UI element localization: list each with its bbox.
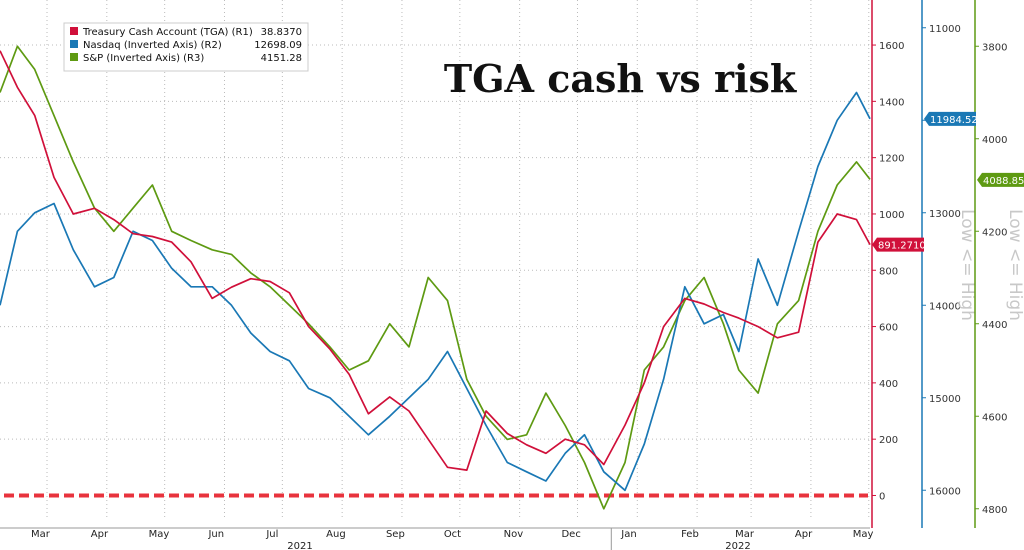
tick-label-r2: 14000 — [929, 301, 961, 312]
value-tag-bg — [977, 172, 1024, 187]
series-line-sp500 — [0, 45, 871, 510]
x-tick-label: Apr — [91, 529, 109, 540]
x-tick-label: May — [853, 529, 874, 540]
grid — [0, 0, 870, 518]
month-labels: Mar Apr May Jun Jul Aug Sep Oct Nov Dec Jan Feb Mar A… — [31, 528, 874, 550]
x-tick-label: Mar — [735, 529, 755, 540]
tick-label-r3: 4800 — [982, 505, 1007, 516]
legend-swatch — [70, 53, 78, 61]
legend: Treasury Cash Account (TGA) (R1) 38.8370 N… — [63, 22, 309, 72]
legend-series-name: Nasdaq (Inverted Axis) (R2) — [83, 40, 222, 51]
value-tag-label: 891.2710 — [878, 241, 926, 252]
x-tick-label: Nov — [504, 529, 524, 540]
legend-series-name: Treasury Cash Account (TGA) (R1) — [82, 27, 253, 38]
x-tick-label: Jun — [207, 529, 224, 540]
x-tick-label: May — [149, 529, 170, 540]
tick-label-r3: 4400 — [982, 320, 1007, 331]
tick-label-r3: 4000 — [982, 135, 1007, 146]
axis-label-r2: Low <= High — [957, 209, 977, 321]
x-tick-label: Mar — [31, 529, 51, 540]
tick-label-r3: 4200 — [982, 227, 1007, 238]
year-label: 2021 — [287, 541, 312, 550]
axis-label-r3: Low <= High — [1005, 209, 1024, 321]
value-tag-bg — [872, 237, 924, 252]
tick-label-r3: 3800 — [982, 42, 1007, 53]
legend-series-name: S&P (Inverted Axis) (R3) — [83, 53, 204, 64]
legend-items: Treasury Cash Account (TGA) (R1) 38.8370 N… — [70, 27, 302, 64]
series-line-tga — [0, 50, 871, 471]
chart-title: TGA cash vs risk — [444, 56, 797, 101]
x-tick-label: Dec — [561, 529, 580, 540]
value-tags: 891.2710 11984.52 4088.85 — [872, 111, 1024, 252]
series-line-nasdaq — [0, 91, 871, 492]
x-tick-label: Jul — [265, 529, 278, 540]
legend-swatch — [70, 27, 78, 35]
legend-series-value: 12698.09 — [254, 40, 302, 51]
tick-label-r1: 400 — [879, 379, 898, 390]
tick-label-r2: 16000 — [929, 486, 961, 497]
x-tick-label: Aug — [326, 529, 346, 540]
tick-label-r3: 4600 — [982, 412, 1007, 423]
x-tick-label: Apr — [795, 529, 813, 540]
axes-layer: 0200400600800100012001400160011000120001… — [0, 0, 1024, 529]
tick-label-r1: 1000 — [879, 210, 904, 221]
value-tag-bg — [924, 111, 976, 126]
tick-label-r2: 11000 — [929, 24, 961, 35]
tick-label-r1: 200 — [879, 435, 898, 446]
x-tick-label: Sep — [386, 529, 405, 540]
value-tag-label: 4088.85 — [983, 176, 1024, 187]
tick-label-r1: 800 — [879, 266, 898, 277]
tick-label-r1: 600 — [879, 323, 898, 334]
tick-label-r2: 15000 — [929, 394, 961, 405]
tick-label-r1: 1600 — [879, 41, 904, 52]
legend-series-value: 4151.28 — [261, 53, 302, 64]
x-tick-label: Feb — [681, 529, 699, 540]
legend-swatch — [70, 40, 78, 48]
x-tick-label: Oct — [444, 529, 461, 540]
tick-label-r2: 13000 — [929, 209, 961, 220]
series-layer — [0, 45, 871, 510]
year-label: 2022 — [725, 541, 750, 550]
legend-box — [63, 22, 309, 72]
tick-label-r1: 1400 — [879, 97, 904, 108]
tick-label-r1: 0 — [879, 491, 885, 502]
tick-label-r1: 1200 — [879, 154, 904, 165]
x-tick-label: Jan — [620, 529, 636, 540]
value-tag-label: 11984.52 — [930, 115, 978, 126]
legend-series-value: 38.8370 — [261, 27, 302, 38]
